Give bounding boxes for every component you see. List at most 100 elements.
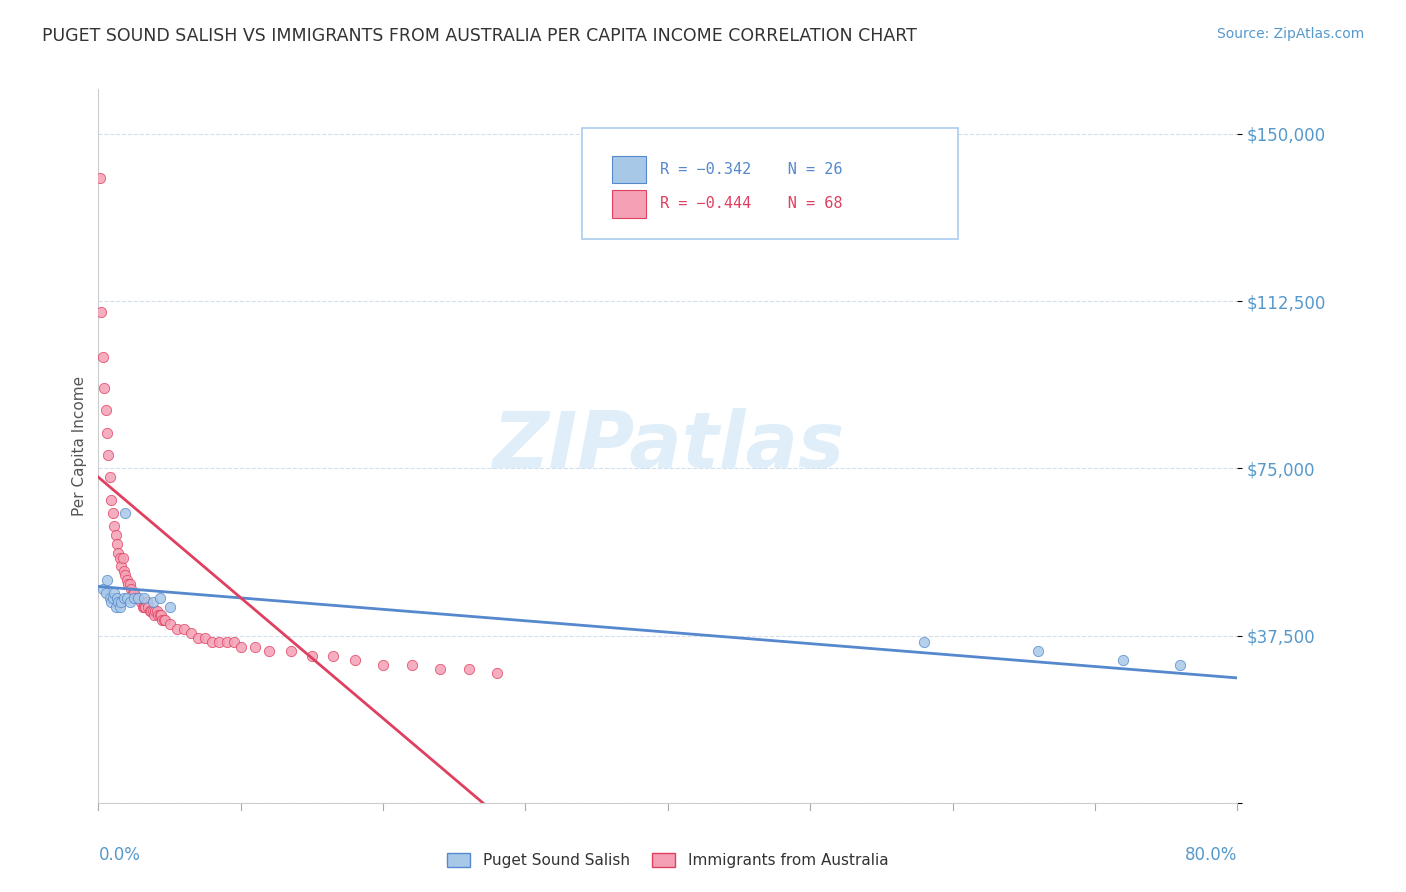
Point <box>105 537 128 551</box>
Point <box>166 622 188 636</box>
Point <box>100 492 122 507</box>
Point <box>229 640 252 654</box>
Point <box>373 657 395 672</box>
Point <box>114 568 136 582</box>
Point <box>280 644 302 658</box>
Point <box>194 631 217 645</box>
Point <box>131 599 153 614</box>
Point <box>124 591 146 605</box>
Bar <box>612 190 647 218</box>
Point <box>91 350 114 364</box>
Point <box>108 550 131 565</box>
Point <box>429 662 451 676</box>
Point <box>104 528 127 542</box>
Point <box>141 595 163 609</box>
Point <box>343 653 366 667</box>
Point <box>153 613 176 627</box>
Point <box>121 586 143 600</box>
Point <box>108 599 131 614</box>
Point <box>96 573 118 587</box>
Point <box>127 591 149 605</box>
Point <box>301 648 323 663</box>
Point <box>129 595 152 609</box>
Point <box>138 604 160 618</box>
Text: R = −0.342    N = 26: R = −0.342 N = 26 <box>659 162 842 177</box>
Legend: Puget Sound Salish, Immigrants from Australia: Puget Sound Salish, Immigrants from Aust… <box>441 847 894 874</box>
Text: Source: ZipAtlas.com: Source: ZipAtlas.com <box>1216 27 1364 41</box>
FancyBboxPatch shape <box>582 128 959 239</box>
Point <box>110 559 132 574</box>
Point <box>98 470 121 484</box>
Point <box>912 635 935 649</box>
Point <box>93 381 115 395</box>
Point <box>146 604 169 618</box>
Point <box>148 608 170 623</box>
Point <box>89 171 111 186</box>
Point <box>401 657 423 672</box>
Point <box>101 506 124 520</box>
Point <box>115 573 138 587</box>
Point <box>222 635 245 649</box>
Point <box>180 626 202 640</box>
Point <box>117 577 139 591</box>
Y-axis label: Per Capita Income: Per Capita Income <box>72 376 87 516</box>
Point <box>103 586 125 600</box>
Point <box>149 608 172 623</box>
Point <box>97 448 120 462</box>
Point <box>208 635 231 649</box>
Point <box>134 599 156 614</box>
Point <box>110 595 132 609</box>
Point <box>120 582 142 596</box>
Point <box>104 599 127 614</box>
Point <box>107 595 129 609</box>
Text: PUGET SOUND SALISH VS IMMIGRANTS FROM AUSTRALIA PER CAPITA INCOME CORRELATION CH: PUGET SOUND SALISH VS IMMIGRANTS FROM AU… <box>42 27 917 45</box>
Point <box>90 305 112 319</box>
Point <box>94 586 117 600</box>
Point <box>127 591 149 605</box>
Point <box>135 595 157 609</box>
Point <box>91 582 114 596</box>
Point <box>150 608 173 623</box>
Point <box>152 613 174 627</box>
Point <box>96 425 118 440</box>
Point <box>259 644 281 658</box>
Point <box>101 591 124 605</box>
Point <box>136 599 159 614</box>
Point <box>122 591 145 605</box>
Point <box>94 403 117 417</box>
Point <box>100 595 122 609</box>
Point <box>105 591 128 605</box>
Point <box>112 591 135 605</box>
Point <box>187 631 209 645</box>
Point <box>112 564 135 578</box>
Point <box>132 591 155 605</box>
Point <box>139 604 162 618</box>
Point <box>122 586 145 600</box>
Text: 80.0%: 80.0% <box>1185 846 1237 863</box>
Point <box>114 506 136 520</box>
Text: ZIPatlas: ZIPatlas <box>492 408 844 484</box>
Point <box>103 519 125 533</box>
Point <box>132 599 155 614</box>
Point <box>141 604 163 618</box>
Point <box>118 577 141 591</box>
Point <box>201 635 224 649</box>
Text: 0.0%: 0.0% <box>98 846 141 863</box>
Point <box>125 591 148 605</box>
Point <box>159 617 181 632</box>
Point <box>98 591 121 605</box>
Point <box>145 604 167 618</box>
Point <box>243 640 266 654</box>
Point <box>142 608 165 623</box>
Text: R = −0.444    N = 68: R = −0.444 N = 68 <box>659 196 842 211</box>
Point <box>115 591 138 605</box>
Point <box>486 666 509 681</box>
Point <box>155 613 177 627</box>
Bar <box>612 155 647 184</box>
Point <box>118 595 141 609</box>
Point <box>457 662 479 676</box>
Point <box>1026 644 1049 658</box>
Point <box>111 550 134 565</box>
Point <box>1112 653 1135 667</box>
Point <box>173 622 195 636</box>
